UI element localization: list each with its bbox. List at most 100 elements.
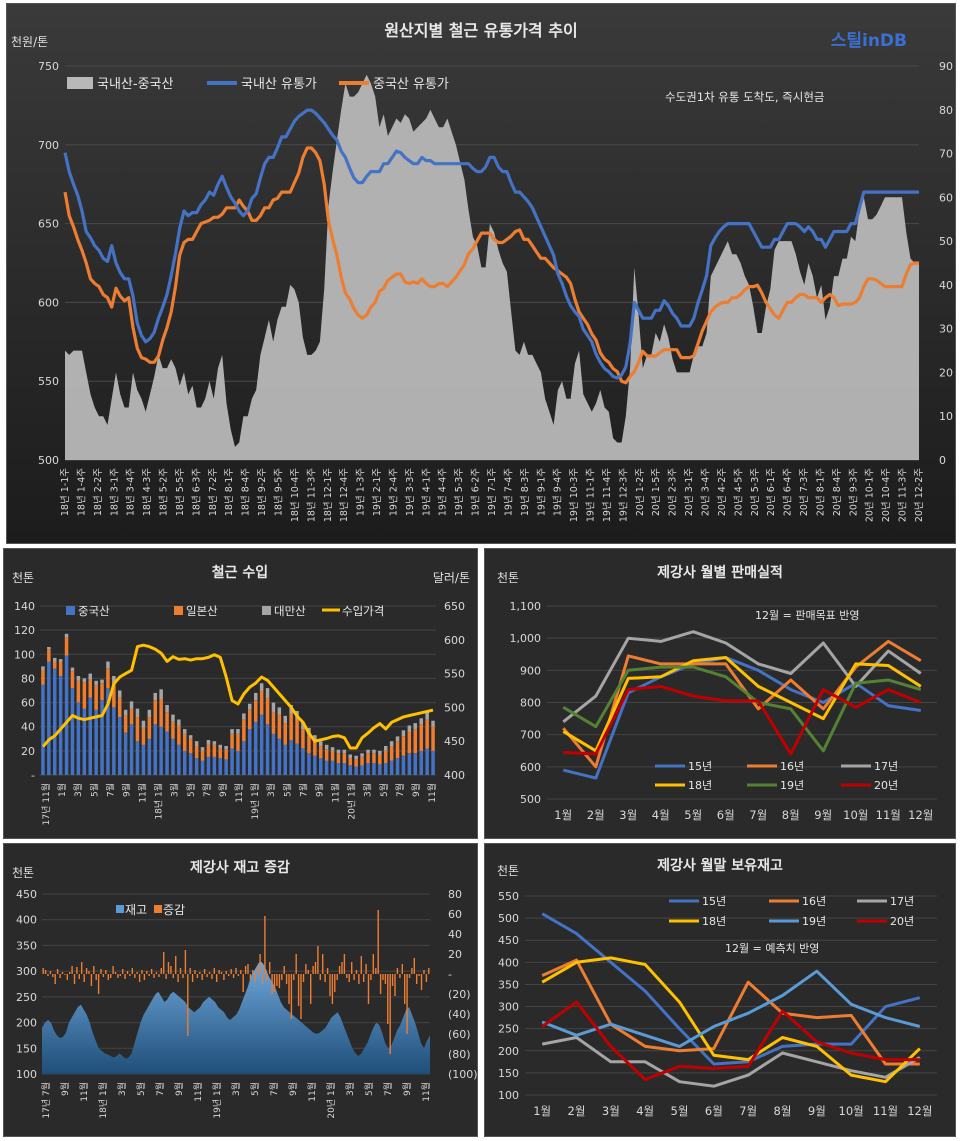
imports-bar-china-27 <box>200 760 205 775</box>
imports-xtick-24: 11월 <box>426 783 438 803</box>
invchg-y2tick-8: 60 <box>448 908 462 921</box>
imports-bar-china-9 <box>94 709 98 775</box>
invchg-y2tick-3: (40) <box>448 1008 471 1021</box>
imports-bar-taiwan-19 <box>153 692 157 701</box>
imports-bar-taiwan-30 <box>218 744 222 749</box>
imports-bar-china-2 <box>53 668 57 775</box>
invme-yticks: 100 150 200 250 300 350 400 450 500 550 <box>498 890 519 1102</box>
imports-bar-taiwan-56 <box>372 749 376 754</box>
imports-xtick-7: 18년 1월 <box>153 783 165 820</box>
change-bar-74 <box>220 972 223 974</box>
change-bar-103 <box>290 974 293 1019</box>
invme-title: 제강사 월말 보유재고 <box>657 857 783 874</box>
change-bar-62 <box>191 974 194 982</box>
main-xtick-0: 18년 1-1주 <box>60 468 71 516</box>
sales-xtick-10: 11월 <box>876 808 901 822</box>
invchg-xtick-9: 19년 1월 <box>211 1082 223 1119</box>
change-bar-32 <box>119 974 121 976</box>
main-xtick-50: 20년 10-4주 <box>881 468 892 522</box>
imports-bar-japan-60 <box>395 741 400 759</box>
change-bar-80 <box>235 968 237 974</box>
imports-bar-china-12 <box>112 707 116 775</box>
invchg-xtick-0: 17년 7월 <box>40 1082 52 1119</box>
panel-inventory-change: 제강사 재고 증감 천톤 100 150 200 250 300 350 400 450 (10… <box>3 843 478 1137</box>
imports-bar-taiwan-36 <box>254 692 258 701</box>
imports-bar-taiwan-38 <box>265 688 270 698</box>
imports-bar-taiwan-2 <box>53 657 57 662</box>
imports-bar-japan-15 <box>129 708 134 725</box>
change-bar-71 <box>213 968 215 974</box>
main-xtick-21: 19년 3-3주 <box>405 468 416 516</box>
invchg-ytick-2: 200 <box>16 1017 37 1030</box>
imports-bar-china-7 <box>82 708 87 775</box>
imports-bar-china-28 <box>206 756 211 775</box>
main-xtick-25: 19년 6-2주 <box>471 468 482 516</box>
change-bar-49 <box>160 968 162 974</box>
imports-bar-japan-11 <box>106 668 110 689</box>
main-xtick-40: 20년 4-2주 <box>717 468 728 516</box>
imports-bar-taiwan-28 <box>206 740 211 745</box>
imports-bar-china-50 <box>336 762 341 775</box>
change-bar-79 <box>232 974 235 978</box>
change-bar-141 <box>382 974 384 980</box>
change-bar-101 <box>285 974 288 984</box>
legend-label-china: 중국산 유통가 <box>373 77 449 92</box>
change-bar-131 <box>358 974 360 984</box>
main-xtick-3: 18년 3-1주 <box>109 468 120 516</box>
invme-ytick-4: 300 <box>498 1001 519 1014</box>
imports-xtick-8: 3월 <box>169 783 181 797</box>
invchg-xtick-7: 9월 <box>173 1082 185 1096</box>
invme-xtick-1: 2월 <box>568 1104 586 1118</box>
invme-legend-label-4: 19년 <box>802 915 826 928</box>
panel-main-price: 원산지별 철근 유통가격 추이 스틸inDB 천원/톤 수도권1차 유통 도착도… <box>6 3 956 544</box>
change-bar-15 <box>78 974 80 979</box>
change-bar-25 <box>102 974 105 977</box>
sales-ytick-4: 900 <box>520 664 541 677</box>
invme-line-17년 <box>541 1036 921 1088</box>
sales-line-20년 <box>563 684 922 756</box>
imports-bar-taiwan-52 <box>348 754 352 759</box>
imports-bar-japan-46 <box>313 741 317 756</box>
imports-bar-taiwan-65 <box>425 712 429 720</box>
imports-xtick-0: 17년 11월 <box>40 783 52 825</box>
imports-bar-japan-62 <box>407 731 412 754</box>
imports-bar-japan-20 <box>159 698 163 727</box>
invme-xtick-3: 4월 <box>636 1104 654 1118</box>
invchg-y2tick-1: (80) <box>448 1048 471 1061</box>
sales-xtick-11: 12월 <box>908 808 933 822</box>
invchg-ytick-6: 400 <box>16 914 37 927</box>
change-bar-152 <box>408 974 411 978</box>
invchg-y2tick-2: (60) <box>448 1028 471 1041</box>
stock-area-path <box>42 960 430 1074</box>
change-bar-83 <box>242 974 244 992</box>
imports-bar-china-22 <box>171 738 175 775</box>
imports-bar-china-35 <box>248 729 252 775</box>
sales-ytick-5: 1,000 <box>510 632 542 645</box>
main-xtick-13: 18년 9-5주 <box>274 468 285 516</box>
change-bar-77 <box>228 974 230 976</box>
invchg-ytick-5: 350 <box>16 939 37 952</box>
imports-title: 철근 수입 <box>212 565 268 581</box>
main-xtick-47: 20년 8-4주 <box>832 468 843 516</box>
change-bar-59 <box>184 950 187 974</box>
change-bar-16 <box>81 962 83 974</box>
change-bar-53 <box>170 966 172 974</box>
imports-bar-china-41 <box>283 744 287 775</box>
imports-xtick-16: 7월 <box>297 783 309 797</box>
imports-bar-taiwan-54 <box>360 753 364 757</box>
invme-xtick-2: 3월 <box>602 1104 620 1118</box>
imports-bar-taiwan-25 <box>188 735 193 739</box>
main-xtick-20: 19년 2-4주 <box>389 468 400 516</box>
invchg-xticks: 17년 7월 9월 11월 18년 1월 3월 5월 7월 9월 11월 19년 1월 3월 5월 7월… <box>40 1082 432 1119</box>
imports-bar-japan-49 <box>330 750 335 761</box>
main-xtick-5: 18년 4-3주 <box>142 468 153 516</box>
imports-bar-china-57 <box>378 764 382 775</box>
change-bar-47 <box>155 972 158 974</box>
sales-legend-label-0: 15년 <box>688 760 712 773</box>
imports-bar-china-38 <box>265 724 270 775</box>
panel-inventory-month-end: 제강사 월말 보유재고 천톤 12월 = 예측치 반영 100 150 200 250… <box>484 843 956 1137</box>
imports-bar-china-14 <box>123 732 128 776</box>
change-bar-38 <box>134 974 136 978</box>
sales-xtick-2: 3월 <box>619 808 637 822</box>
change-bar-91 <box>261 974 264 984</box>
